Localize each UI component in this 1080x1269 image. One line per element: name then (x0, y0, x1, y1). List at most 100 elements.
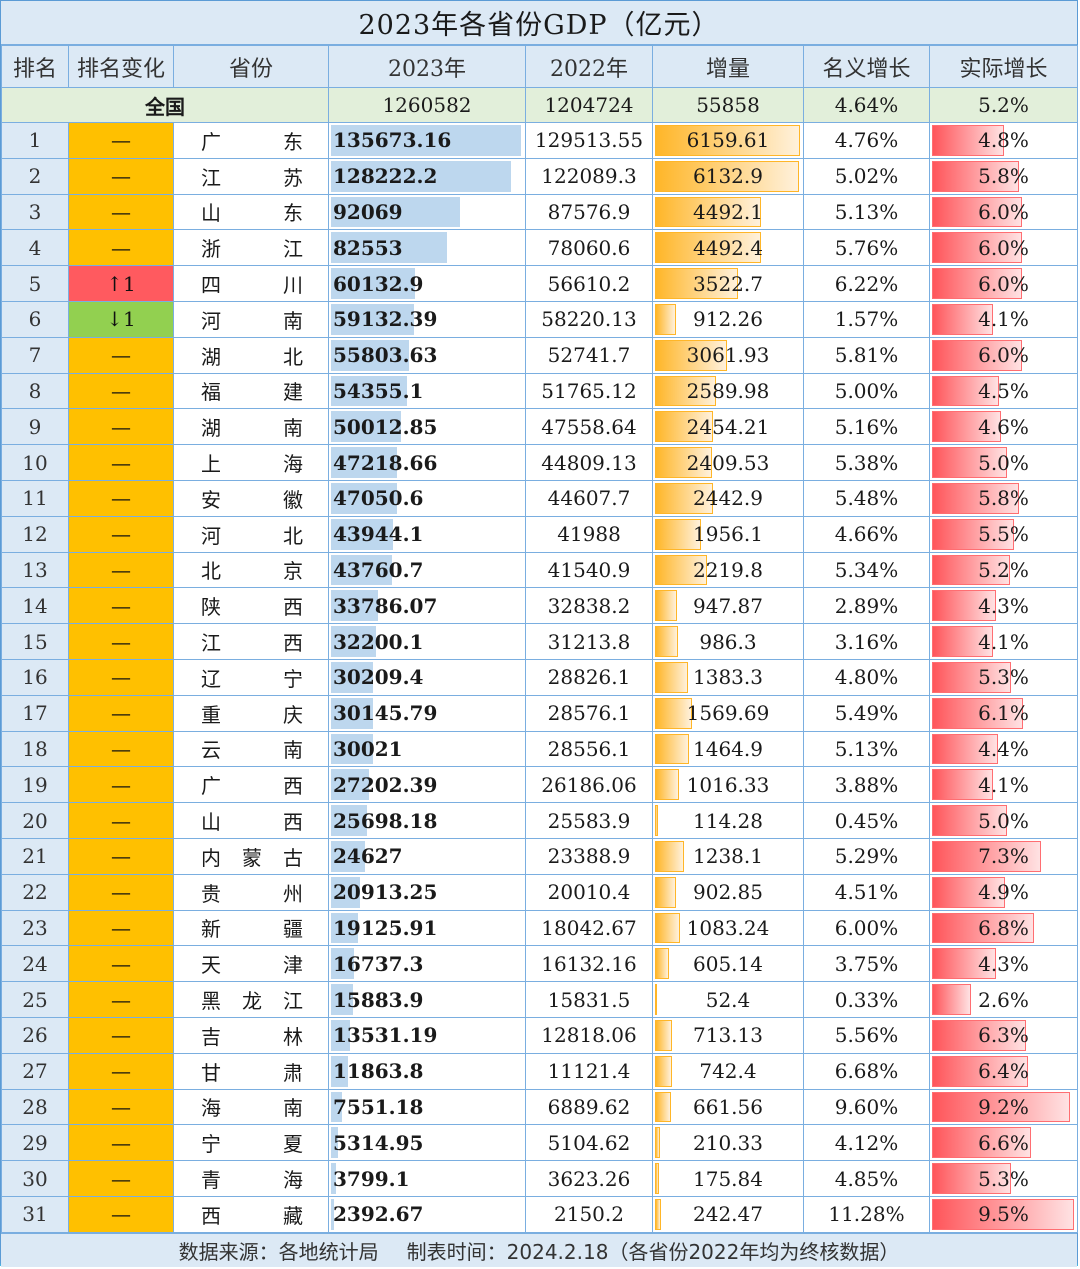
header-gdp-2022: 2022年 (525, 45, 653, 88)
gdp-2023-value: 43760.7 (333, 557, 424, 582)
gdp-databar (331, 626, 377, 657)
real-growth-databar (932, 697, 1024, 729)
province-cell: 天津 (173, 945, 329, 983)
nominal-growth-cell: 5.48% (803, 479, 930, 517)
rank-cell: 23 (1, 909, 69, 947)
gdp-2022-cell: 41988 (525, 515, 653, 553)
gdp-2023-value: 30209.4 (333, 665, 424, 690)
table-footer: 数据来源：各地统计局 制表时间：2024.2.18（各省份2022年均为终核数据… (1, 1232, 1077, 1267)
province-char: 河 (201, 523, 221, 548)
real-growth-cell: 4.1% (929, 623, 1078, 660)
real-growth-databar (932, 554, 1010, 586)
real-growth-value: 7.3% (978, 844, 1029, 869)
province-char: 海 (283, 452, 303, 477)
nominal-growth-cell: 0.45% (803, 802, 930, 839)
increase-value: 6159.61 (686, 128, 770, 153)
province-cell: 辽宁 (173, 658, 329, 696)
increase-databar (655, 840, 685, 872)
table-row: 26— 吉林 13531.19 12818.06 713.13 5.56% 6.3% (1, 1016, 1078, 1054)
gdp-2022-cell: 25583.9 (525, 802, 653, 839)
gdp-databar (331, 590, 379, 622)
rank-cell: 2 (1, 157, 69, 195)
real-growth-databar (932, 196, 1022, 228)
nominal-growth-cell: 5.13% (803, 730, 930, 768)
nominal-growth-cell: 3.16% (803, 623, 930, 660)
rank-change-cell: ↓1 (68, 300, 174, 338)
real-growth-cell: 4.8% (929, 122, 1078, 159)
rank-cell: 12 (1, 515, 69, 553)
province-cell: 上海 (173, 444, 329, 481)
gdp-2023-cell: 30021 (328, 730, 526, 768)
gdp-2023-cell: 32200.1 (328, 623, 526, 660)
province-char: 西 (283, 810, 303, 835)
province-char: 藏 (283, 1203, 303, 1228)
rank-change-cell: — (68, 623, 174, 660)
rank-change-value: — (111, 987, 131, 1012)
real-growth-cell: 6.0% (929, 229, 1078, 267)
table-row: 7— 湖北 55803.63 52741.7 3061.93 5.81% 6.0% (1, 336, 1078, 374)
rank-change-cell: — (68, 408, 174, 446)
gdp-2022-cell: 28826.1 (525, 658, 653, 696)
rank-change-value: ↓1 (106, 307, 136, 332)
table-row: 28— 海南 7551.18 6889.62 661.56 9.60% 9.2% (1, 1088, 1078, 1126)
province-cell: 吉林 (173, 1016, 329, 1054)
national-gdp-2023: 1260582 (328, 87, 526, 123)
gdp-2023-cell: 128222.2 (328, 157, 526, 195)
gdp-2022-cell: 3623.26 (525, 1160, 653, 1197)
gdp-2022-cell: 31213.8 (525, 623, 653, 660)
real-growth-value: 4.1% (978, 307, 1029, 332)
real-growth-value: 6.8% (978, 915, 1029, 940)
increase-cell: 242.47 (652, 1195, 804, 1233)
real-growth-value: 5.8% (978, 164, 1029, 189)
province-cell: 新疆 (173, 909, 329, 947)
rank-cell: 29 (1, 1124, 69, 1162)
table-row: 18— 云南 30021 28556.1 1464.9 5.13% 4.4% (1, 730, 1078, 768)
increase-value: 986.3 (699, 629, 757, 654)
gdp-2023-value: 43944.1 (333, 522, 424, 547)
rank-cell: 3 (1, 193, 69, 231)
rank-change-cell: — (68, 1160, 174, 1197)
increase-databar (655, 805, 658, 836)
gdp-2022-cell: 28576.1 (525, 694, 653, 732)
rank-cell: 30 (1, 1160, 69, 1197)
real-growth-value: 4.4% (978, 736, 1029, 761)
gdp-2022-cell: 23388.9 (525, 837, 653, 875)
national-row: 全国 1260582 1204724 55858 4.64% 5.2% (1, 87, 1078, 123)
real-growth-databar (932, 876, 1006, 908)
real-growth-value: 4.5% (978, 378, 1029, 403)
province-char: 南 (283, 738, 303, 763)
real-growth-cell: 5.3% (929, 1160, 1078, 1197)
province-char: 贵 (201, 881, 221, 906)
national-gdp-2022: 1204724 (525, 87, 653, 123)
gdp-2023-value: 47218.66 (333, 450, 438, 475)
increase-databar (655, 339, 728, 371)
rank-change-value: — (111, 629, 131, 654)
increase-value: 210.33 (693, 1130, 763, 1155)
rank-change-cell: — (68, 551, 174, 589)
province-char: 古 (283, 845, 303, 870)
province-cell: 北京 (173, 551, 329, 589)
nominal-growth-cell: 4.12% (803, 1124, 930, 1162)
increase-cell: 3522.7 (652, 265, 804, 302)
real-growth-value: 6.0% (978, 199, 1029, 224)
province-char: 浙 (201, 237, 221, 262)
nominal-growth-cell: 11.28% (803, 1195, 930, 1233)
rank-cell: 11 (1, 479, 69, 517)
footer-source: 数据来源：各地统计局 (178, 1239, 379, 1264)
gdp-2023-value: 54355.1 (333, 378, 424, 403)
increase-cell: 2219.8 (652, 551, 804, 589)
table-row: 29— 宁夏 5314.95 5104.62 210.33 4.12% 6.6% (1, 1124, 1078, 1162)
increase-cell: 210.33 (652, 1124, 804, 1162)
header-gdp-2023: 2023年 (328, 45, 526, 88)
increase-cell: 1083.24 (652, 909, 804, 947)
increase-cell: 1464.9 (652, 730, 804, 768)
national-real-growth: 5.2% (929, 87, 1078, 123)
province-char: 京 (283, 559, 303, 584)
table-row: 15— 江西 32200.1 31213.8 986.3 3.16% 4.1% (1, 623, 1078, 660)
real-growth-value: 4.8% (978, 128, 1029, 153)
real-growth-databar (932, 1019, 1027, 1051)
province-cell: 江苏 (173, 157, 329, 195)
national-increase: 55858 (652, 87, 804, 123)
gdp-2023-cell: 60132.9 (328, 265, 526, 302)
